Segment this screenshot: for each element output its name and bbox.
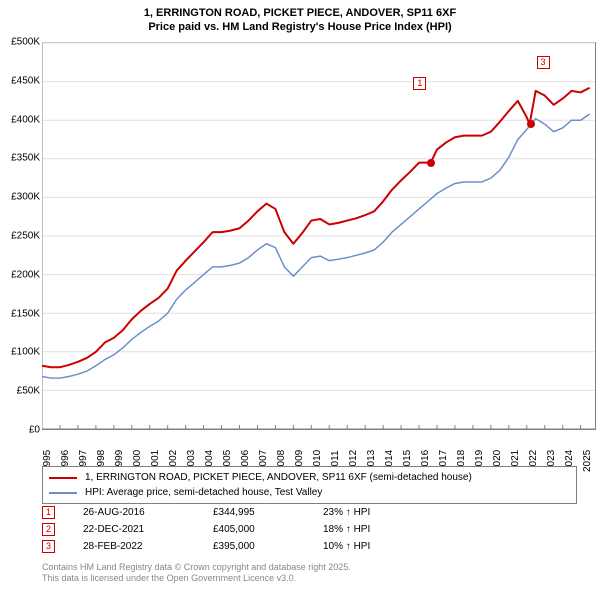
y-tick-label: £150K [0,308,40,319]
y-tick-label: £0 [0,425,40,436]
x-tick-label: 2025 [582,450,593,472]
sale-marker-dot [427,159,435,167]
legend-row: 1, ERRINGTON ROAD, PICKET PIECE, ANDOVER… [49,470,570,485]
sale-row: 3 28-FEB-2022£395,00010% ↑ HPI [42,538,577,555]
footer-line-2: This data is licensed under the Open Gov… [42,573,351,584]
plot-area: 13 [42,42,596,430]
sale-marker-dot [527,120,535,128]
y-tick-label: £250K [0,231,40,242]
sale-date: 26-AUG-2016 [83,507,213,518]
chart-title: 1, ERRINGTON ROAD, PICKET PIECE, ANDOVER… [0,0,600,35]
sale-number-badge: 2 [42,523,55,536]
x-axis-labels: 1995199619971998199920002001200220032004… [42,430,596,460]
y-tick-label: £200K [0,269,40,280]
sale-row: 2 22-DEC-2021£405,00018% ↑ HPI [42,521,577,538]
series-hpi [42,114,590,378]
y-tick-label: £100K [0,347,40,358]
y-tick-label: £400K [0,114,40,125]
sales-table: 1 26-AUG-2016£344,99523% ↑ HPI 2 22-DEC-202… [42,504,577,555]
sale-price: £405,000 [213,524,323,535]
y-tick-label: £300K [0,192,40,203]
legend-swatch [49,492,77,494]
sale-pct: 10% ↑ HPI [323,541,423,552]
title-line-1: 1, ERRINGTON ROAD, PICKET PIECE, ANDOVER… [0,6,600,20]
sale-pct: 18% ↑ HPI [323,524,423,535]
sale-date: 28-FEB-2022 [83,541,213,552]
chart-lines [42,43,595,429]
sale-date: 22-DEC-2021 [83,524,213,535]
y-tick-label: £50K [0,386,40,397]
footer-note: Contains HM Land Registry data © Crown c… [42,562,351,584]
legend-swatch [49,477,77,479]
y-tick-label: £350K [0,153,40,164]
title-line-2: Price paid vs. HM Land Registry's House … [0,20,600,34]
sale-number-badge: 1 [42,506,55,519]
sale-marker-label: 3 [537,56,550,69]
legend-label: HPI: Average price, semi-detached house,… [85,485,322,500]
sale-price: £344,995 [213,507,323,518]
series-address [42,88,590,367]
y-axis-labels: £0£50K£100K£150K£200K£250K£300K£350K£400… [0,42,40,430]
legend-row: HPI: Average price, semi-detached house,… [49,485,570,500]
footer-line-1: Contains HM Land Registry data © Crown c… [42,562,351,573]
sale-number-badge: 3 [42,540,55,553]
sale-row: 1 26-AUG-2016£344,99523% ↑ HPI [42,504,577,521]
y-tick-label: £450K [0,75,40,86]
legend: 1, ERRINGTON ROAD, PICKET PIECE, ANDOVER… [42,466,577,504]
sale-price: £395,000 [213,541,323,552]
y-tick-label: £500K [0,37,40,48]
legend-label: 1, ERRINGTON ROAD, PICKET PIECE, ANDOVER… [85,470,472,485]
sale-marker-label: 1 [413,77,426,90]
sale-pct: 23% ↑ HPI [323,507,423,518]
